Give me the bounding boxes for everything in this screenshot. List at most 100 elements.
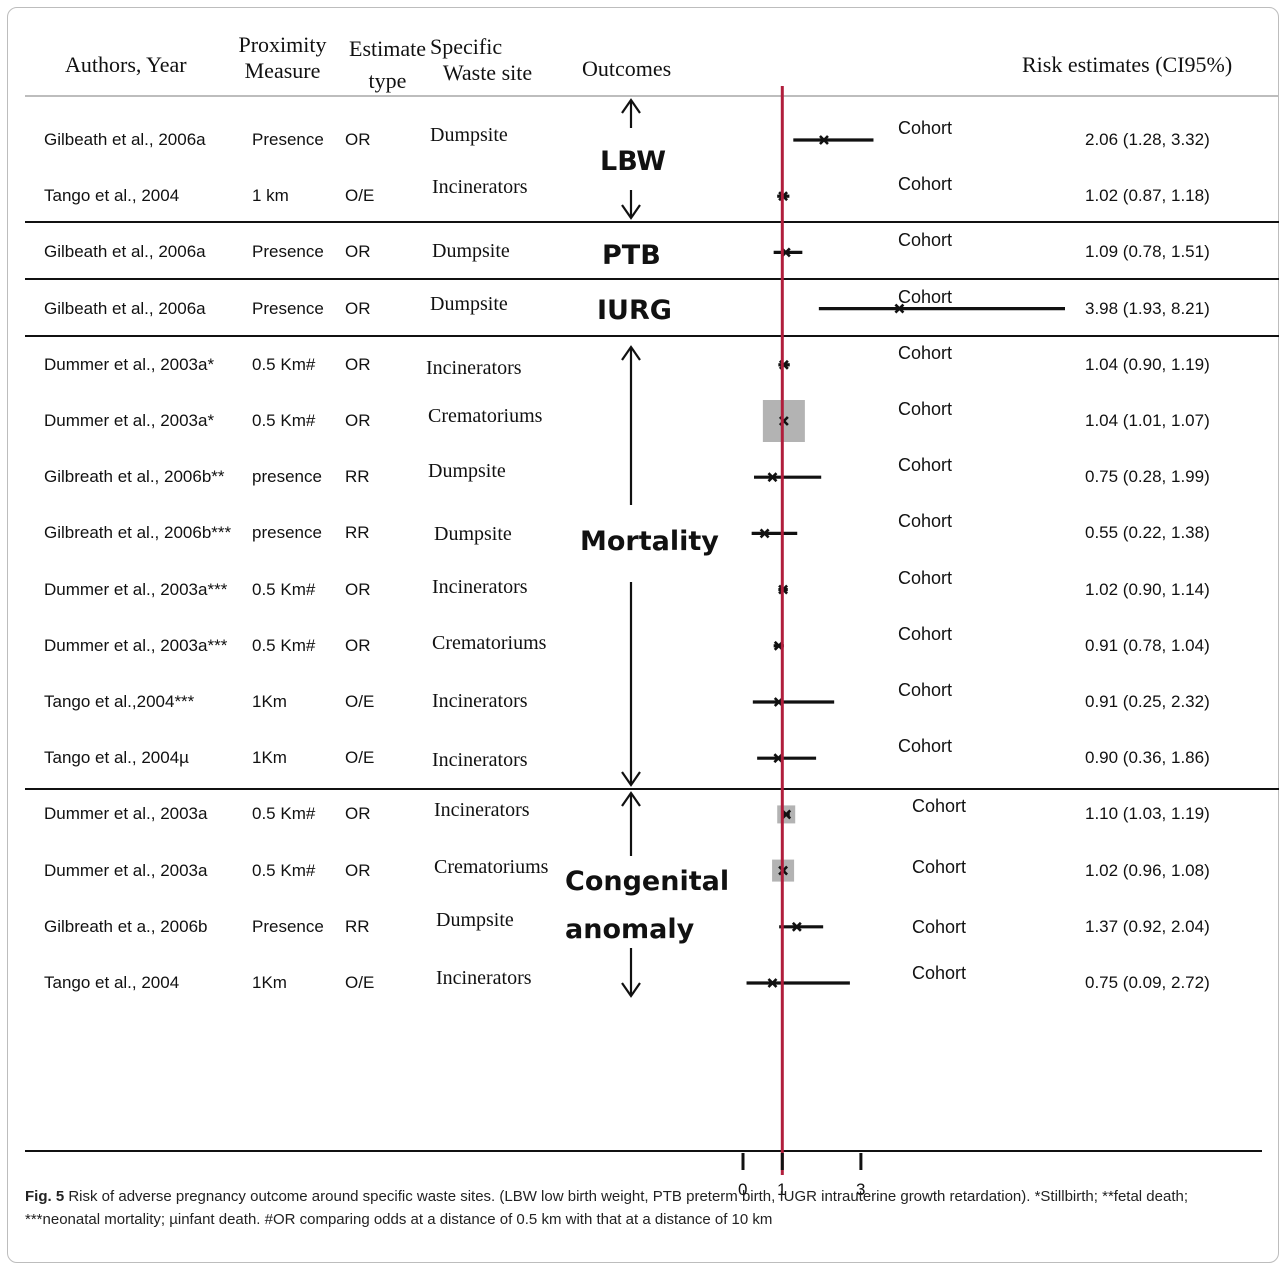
row-waste-site: Incinerators [434, 799, 530, 822]
row-waste-site: Incinerators [432, 575, 528, 598]
row-risk-estimate: 1.09 (0.78, 1.51) [1085, 242, 1210, 262]
row-author: Gilbeath et al., 2006a [44, 130, 206, 149]
row-study-design: Cohort [898, 399, 953, 419]
row-measure: Presence [252, 298, 324, 318]
congenital-arrow-down-head [621, 982, 641, 998]
row-estimate-type: OR [345, 635, 371, 655]
row-risk-estimate: 1.04 (0.90, 1.19) [1085, 354, 1210, 374]
point-estimate [759, 528, 770, 539]
point-estimate [767, 472, 778, 483]
row-estimate-type: OR [345, 242, 371, 262]
row-study-design: Cohort [898, 680, 953, 700]
row-estimate-type: O/E [345, 186, 375, 206]
lbw-arrow-down-head [621, 204, 641, 220]
row-waste-site: Dumpsite [436, 908, 514, 931]
row-risk-estimate: 1.37 (0.92, 2.04) [1085, 916, 1210, 936]
row-measure: 1Km [252, 692, 287, 711]
row-author: Dummer et al., 2003a [44, 804, 208, 824]
row-risk-estimate: 0.75 (0.09, 2.72) [1085, 973, 1210, 992]
row-waste-site: Crematoriums [432, 631, 547, 654]
row-measure: 0.5 Km# [252, 411, 316, 430]
caption-lead: Fig. 5 [25, 1188, 65, 1205]
row-study-design: Cohort [912, 916, 967, 937]
x-tick-label-1: 1 [777, 1180, 787, 1199]
figure-frame [7, 7, 1279, 1263]
row-author: Dummer et al., 2003a*** [44, 635, 228, 655]
figure-caption: Fig. 5 Risk of adverse pregnancy outcome… [25, 1185, 1265, 1231]
lbw-arrow-up-head [621, 98, 641, 114]
row-author: Dummer et al., 2003a [44, 860, 208, 880]
group-label-lbw: LBW [600, 146, 667, 177]
mortality-arrow-up-head [621, 345, 641, 361]
row-author: Tango et al., 2004 [44, 973, 180, 992]
row-author: Gilbreath et a., 2006b [44, 916, 208, 936]
row-author: Dummer et al., 2003a*** [44, 579, 228, 599]
row-measure: 1Km [252, 973, 287, 992]
header-outcomes: Outcomes [582, 56, 672, 81]
row-waste-site: Incinerators [426, 356, 522, 379]
row-waste-site: Incinerators [436, 967, 532, 989]
row-study-design: Cohort [898, 455, 953, 476]
group-label-ptb: PTB [602, 240, 661, 271]
row-estimate-type: O/E [345, 973, 375, 992]
x-tick-label-0: 0 [738, 1180, 748, 1199]
group-label-anomaly: anomaly [565, 914, 695, 945]
row-waste-site: Incinerators [432, 690, 528, 712]
header-authors: Authors, Year [65, 52, 187, 77]
row-author: Gilbreath et al., 2006b** [44, 467, 225, 487]
congenital-arrow-up-head [621, 791, 641, 807]
row-author: Gilbeath et al., 2006a [44, 298, 206, 318]
row-estimate-type: OR [345, 298, 371, 318]
row-estimate-type: O/E [345, 748, 375, 768]
row-risk-estimate: 1.04 (1.01, 1.07) [1085, 411, 1210, 430]
group-label-iurg: IURG [597, 295, 672, 326]
row-risk-estimate: 1.10 (1.03, 1.19) [1085, 804, 1210, 824]
row-waste-site: Crematoriums [434, 855, 549, 878]
row-study-design: Cohort [912, 796, 967, 817]
row-study-design: Cohort [898, 736, 953, 757]
row-measure: Presence [252, 916, 324, 936]
group-label-mortality: Mortality [580, 526, 719, 557]
header-specific-site: Specific Waste site [430, 34, 533, 85]
row-measure: 0.5 Km# [252, 354, 316, 374]
row-waste-site: Dumpsite [430, 124, 508, 146]
row-risk-estimate: 2.06 (1.28, 3.32) [1085, 130, 1210, 149]
row-author: Dummer et al., 2003a* [44, 354, 215, 374]
row-measure: presence [252, 467, 322, 487]
row-waste-site: Dumpsite [430, 292, 508, 315]
row-estimate-type: OR [345, 860, 371, 880]
point-estimate [819, 135, 829, 145]
row-risk-estimate: 0.91 (0.78, 1.04) [1085, 635, 1210, 655]
row-measure: Presence [252, 130, 324, 149]
row-author: Gilbreath et al., 2006b*** [44, 523, 232, 543]
row-estimate-type: OR [345, 579, 371, 599]
point-estimate [767, 978, 778, 988]
row-risk-estimate: 3.98 (1.93, 8.21) [1085, 298, 1210, 318]
row-waste-site: Incinerators [432, 176, 528, 199]
row-author: Tango et al., 2004 [44, 186, 180, 206]
row-study-design: Cohort [898, 174, 953, 195]
row-study-design: Cohort [898, 511, 953, 532]
row-estimate-type: RR [345, 916, 370, 936]
row-study-design: Cohort [912, 856, 967, 877]
row-measure: 0.5 Km# [252, 579, 316, 599]
header-proximity: Proximity Measure [238, 32, 327, 83]
row-waste-site: Dumpsite [432, 240, 510, 263]
row-study-design: Cohort [898, 230, 953, 251]
row-study-design: Cohort [898, 342, 953, 363]
row-risk-estimate: 1.02 (0.96, 1.08) [1085, 860, 1210, 880]
point-estimate [791, 921, 802, 932]
row-measure: 0.5 Km# [252, 860, 316, 880]
row-risk-estimate: 0.75 (0.28, 1.99) [1085, 467, 1210, 487]
row-author: Gilbeath et al., 2006a [44, 242, 206, 262]
group-label-congenital: Congenital [565, 866, 730, 897]
row-author: Tango et al.,2004*** [44, 692, 195, 711]
caption-text: Risk of adverse pregnancy outcome around… [25, 1188, 1188, 1228]
row-study-design: Cohort [898, 623, 953, 644]
row-estimate-type: OR [345, 354, 371, 374]
row-risk-estimate: 0.91 (0.25, 2.32) [1085, 692, 1210, 711]
row-estimate-type: OR [345, 804, 371, 824]
row-estimate-type: OR [345, 411, 371, 430]
row-measure: Presence [252, 242, 324, 262]
row-measure: 1 km [252, 186, 289, 206]
